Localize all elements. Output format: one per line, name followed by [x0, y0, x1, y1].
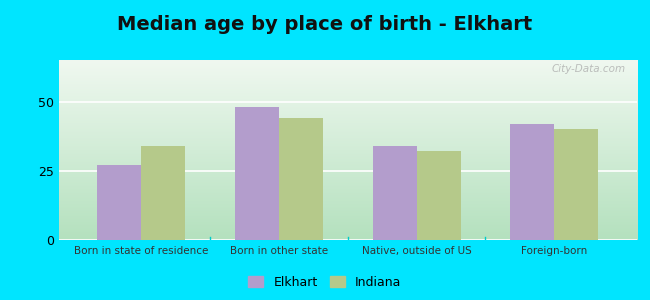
Bar	[554, 129, 599, 240]
Bar	[510, 124, 554, 240]
Bar	[279, 118, 323, 240]
Bar	[372, 146, 417, 240]
Legend: Elkhart, Indiana: Elkhart, Indiana	[244, 271, 406, 294]
Bar	[97, 165, 141, 240]
Text: City-Data.com: City-Data.com	[551, 64, 625, 74]
Bar	[235, 107, 279, 240]
Text: Median age by place of birth - Elkhart: Median age by place of birth - Elkhart	[118, 15, 532, 34]
Bar	[141, 146, 185, 240]
Bar	[417, 152, 461, 240]
